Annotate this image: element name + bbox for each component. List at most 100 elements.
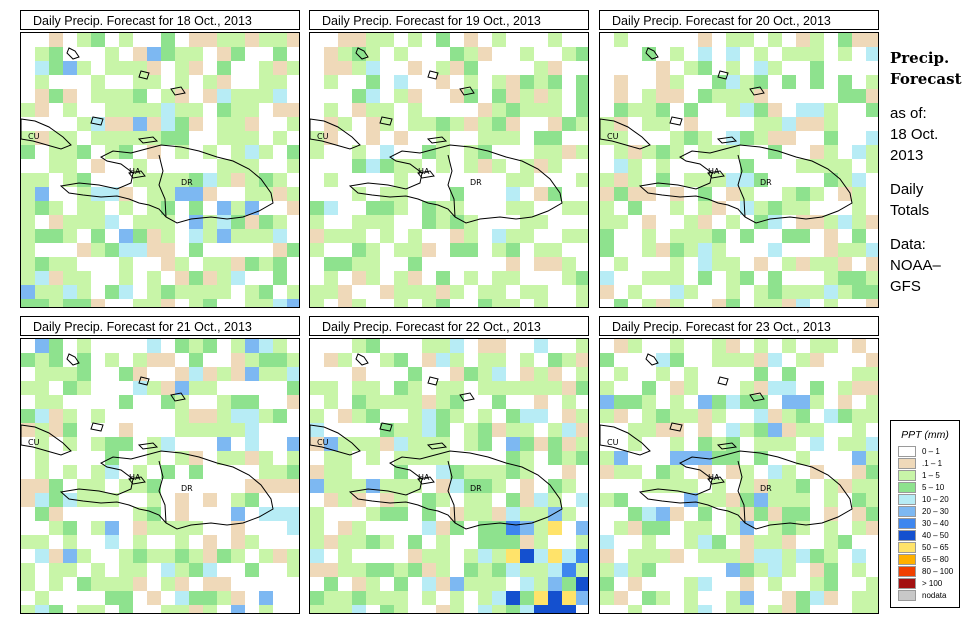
precip-cell	[698, 229, 712, 243]
precip-cell	[310, 61, 324, 75]
precip-cell	[670, 299, 684, 307]
precip-cell	[670, 215, 684, 229]
precip-cell	[273, 451, 287, 465]
precip-cell	[35, 215, 49, 229]
precip-cell	[352, 507, 366, 521]
precip-cell	[217, 577, 231, 591]
precip-cell	[161, 563, 175, 577]
precip-cell	[310, 257, 324, 271]
precip-cell	[189, 563, 203, 577]
precip-cell	[838, 367, 852, 381]
precip-cell	[754, 61, 768, 75]
precip-cell	[492, 285, 506, 299]
precip-map[interactable]: CU HA DR	[20, 338, 300, 614]
precip-cell	[712, 395, 726, 409]
precip-cell	[768, 339, 782, 353]
precip-cell	[287, 381, 299, 395]
precip-cell	[698, 367, 712, 381]
precip-cell	[21, 591, 35, 605]
forecast-panel-18-oct: Daily Precip. Forecast for 18 Oct., 2013…	[20, 10, 300, 308]
precip-cell	[217, 395, 231, 409]
precip-cell	[464, 201, 478, 215]
precip-cell	[740, 423, 754, 437]
precip-cell	[422, 353, 436, 367]
precip-cell	[273, 409, 287, 423]
precip-cell	[161, 367, 175, 381]
precip-cell	[161, 159, 175, 173]
legend-item: 0 – 1	[891, 445, 959, 457]
precip-cell	[380, 353, 394, 367]
precip-cell	[161, 145, 175, 159]
precip-cell	[614, 465, 628, 479]
precip-cell	[49, 75, 63, 89]
precip-cell	[796, 117, 810, 131]
precip-cell	[287, 339, 299, 353]
precip-cell	[245, 381, 259, 395]
precip-cell	[408, 187, 422, 201]
precip-cell	[548, 381, 562, 395]
precip-cell	[366, 353, 380, 367]
precip-cell	[562, 243, 576, 257]
precip-cell	[810, 47, 824, 61]
precip-cell	[838, 145, 852, 159]
precip-cell	[628, 381, 642, 395]
precip-cell	[231, 577, 245, 591]
precip-cell	[352, 131, 366, 145]
precip-cell	[782, 409, 796, 423]
precip-cell	[77, 215, 91, 229]
precip-cell	[105, 339, 119, 353]
precip-cell	[436, 549, 450, 563]
precip-cell	[796, 215, 810, 229]
precip-cell	[231, 47, 245, 61]
precip-cell	[712, 409, 726, 423]
precip-cell	[866, 257, 878, 271]
precip-cell	[478, 605, 492, 613]
precip-cell	[91, 201, 105, 215]
precip-cell	[506, 61, 520, 75]
precip-cell	[49, 521, 63, 535]
precip-cell	[698, 159, 712, 173]
precip-map[interactable]: CU HA DR	[309, 338, 589, 614]
precip-cell	[147, 299, 161, 307]
precip-cell	[782, 549, 796, 563]
precip-cell	[310, 605, 324, 613]
precip-cell	[450, 535, 464, 549]
precip-cell	[506, 493, 520, 507]
precip-cell	[492, 257, 506, 271]
map-label-dominican_republic: DR	[760, 178, 772, 187]
precip-cell	[838, 549, 852, 563]
precip-cell	[562, 103, 576, 117]
precip-cell	[287, 493, 299, 507]
precip-cell	[245, 257, 259, 271]
precip-cell	[436, 243, 450, 257]
precip-cell	[231, 339, 245, 353]
precip-cell	[436, 299, 450, 307]
precip-cell	[670, 103, 684, 117]
precip-cell	[534, 159, 548, 173]
precip-cell	[394, 201, 408, 215]
precip-cell	[782, 521, 796, 535]
precip-cell	[161, 423, 175, 437]
coastline-is3	[749, 86, 765, 96]
precip-cell	[684, 103, 698, 117]
precip-cell	[684, 521, 698, 535]
precip-cell	[768, 423, 782, 437]
precip-cell	[259, 465, 273, 479]
precip-cell	[408, 605, 422, 613]
precip-cell	[478, 353, 492, 367]
precip-cell	[642, 367, 656, 381]
precip-cell	[464, 339, 478, 353]
precip-cell	[810, 367, 824, 381]
precip-cell	[824, 47, 838, 61]
precip-map[interactable]: CU HA DR	[599, 32, 879, 308]
precip-map[interactable]: CU HA DR	[20, 32, 300, 308]
precip-map[interactable]: CU HA DR	[599, 338, 879, 614]
precip-cell	[352, 563, 366, 577]
precip-map[interactable]: CU HA DR	[309, 32, 589, 308]
precip-cell	[245, 535, 259, 549]
precip-cell	[754, 201, 768, 215]
coastline-is1	[355, 353, 369, 366]
precip-cell	[203, 159, 217, 173]
precip-cell	[35, 605, 49, 613]
precip-cell	[464, 285, 478, 299]
